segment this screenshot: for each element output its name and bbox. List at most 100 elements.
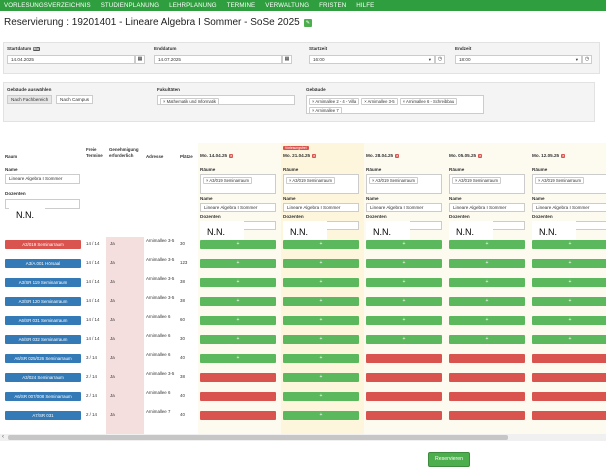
unavailable-slot[interactable] (449, 354, 525, 363)
selected-room-tag[interactable]: × A3/019 Seminarraum (369, 177, 418, 184)
selected-tag[interactable]: × Arnimallee 6 - Schreibbau (399, 98, 458, 105)
startdatum-input[interactable]: 14.04.2025 (7, 55, 135, 64)
unavailable-slot[interactable] (449, 392, 525, 401)
selected-tag[interactable]: × Mathematik und Informatik (160, 98, 219, 105)
room-button[interactable]: A3/SR 119 Seminarraum (5, 278, 81, 287)
available-slot[interactable]: + (200, 316, 276, 325)
available-slot[interactable]: + (283, 316, 359, 325)
available-slot[interactable]: + (283, 354, 359, 363)
available-slot[interactable]: + (200, 278, 276, 287)
available-slot[interactable]: + (532, 240, 606, 249)
selected-tag[interactable]: × Arnimallee 7 (309, 107, 342, 114)
available-slot[interactable]: + (200, 335, 276, 344)
available-slot[interactable]: + (449, 335, 525, 344)
available-slot[interactable]: + (200, 259, 276, 268)
unavailable-slot[interactable] (200, 392, 276, 401)
toggle-nach-campus[interactable]: Nach Campus (56, 95, 94, 104)
horizontal-scrollbar[interactable]: ‹ (0, 434, 606, 441)
scroll-left-icon[interactable]: ‹ (2, 434, 4, 440)
nav-item[interactable]: FRISTEN (319, 2, 347, 9)
available-slot[interactable]: + (283, 392, 359, 401)
room-button[interactable]: A6/SR 032 Seminarraum (5, 335, 81, 344)
room-button[interactable]: A3/A.001 Hörsaal (5, 259, 81, 268)
remove-date-icon[interactable]: × (229, 153, 234, 158)
selected-tag[interactable]: × Arnimallee 3-5 (361, 98, 398, 105)
available-slot[interactable]: + (532, 335, 606, 344)
remove-date-icon[interactable]: × (561, 153, 566, 158)
name-input[interactable]: Lineare Algebra I Sommer (532, 203, 606, 212)
raeume-select[interactable]: × A3/019 Seminarraum (283, 174, 359, 194)
remove-date-icon[interactable]: × (395, 153, 400, 158)
available-slot[interactable]: + (283, 278, 359, 287)
endzeit-select[interactable]: 18:00 ▾ (455, 55, 582, 64)
edit-badge[interactable]: ✎ (303, 18, 312, 27)
nav-item[interactable]: VERWALTUNG (265, 2, 310, 9)
room-button[interactable]: A6/SR 007/008 Seminarraum (5, 392, 81, 401)
scrollbar-thumb[interactable] (8, 435, 508, 440)
room-button[interactable]: A7/SR 031 (5, 411, 81, 420)
nav-item[interactable]: VORLESUNGSVERZEICHNIS (4, 2, 91, 9)
available-slot[interactable]: + (366, 335, 442, 344)
unavailable-slot[interactable] (449, 373, 525, 382)
available-slot[interactable]: + (366, 297, 442, 306)
remove-date-icon[interactable]: × (312, 153, 317, 158)
selected-room-tag[interactable]: × A3/019 Seminarraum (535, 177, 584, 184)
available-slot[interactable]: + (366, 240, 442, 249)
name-input[interactable]: Lineare Algebra I Sommer (449, 203, 525, 212)
selected-room-tag[interactable]: × A3/019 Seminarraum (452, 177, 501, 184)
clock-icon[interactable]: ◷ (435, 55, 445, 64)
available-slot[interactable]: + (200, 240, 276, 249)
unavailable-slot[interactable] (366, 411, 442, 420)
reservieren-button[interactable]: Reservieren (428, 452, 470, 467)
fakultaeten-select[interactable]: × Mathematik und Informatik (157, 95, 295, 105)
nav-item[interactable]: LEHRPLANUNG (169, 2, 217, 9)
available-slot[interactable]: + (283, 411, 359, 420)
available-slot[interactable]: + (200, 297, 276, 306)
available-slot[interactable]: + (366, 278, 442, 287)
name-input[interactable]: Lineare Algebra I Sommer (366, 203, 442, 212)
available-slot[interactable]: + (449, 240, 525, 249)
available-slot[interactable]: + (449, 278, 525, 287)
room-button[interactable]: A3/019 Seminarraum (5, 240, 81, 249)
selected-room-tag[interactable]: × A3/019 Seminarraum (203, 177, 252, 184)
nav-item[interactable]: STUDIENPLANUNG (100, 2, 160, 9)
remove-date-icon[interactable]: × (478, 153, 483, 158)
calendar-icon[interactable]: ▦ (135, 55, 145, 64)
unavailable-slot[interactable] (532, 373, 606, 382)
selected-room-tag[interactable]: × A3/019 Seminarraum (286, 177, 335, 184)
unavailable-slot[interactable] (532, 392, 606, 401)
available-slot[interactable]: + (449, 316, 525, 325)
enddatum-input[interactable]: 14.07.2025 (154, 55, 282, 64)
unavailable-slot[interactable] (449, 411, 525, 420)
unavailable-slot[interactable] (366, 373, 442, 382)
clock-icon[interactable]: ◷ (582, 55, 592, 64)
raeume-select[interactable]: × A3/019 Seminarraum (532, 174, 606, 194)
room-button[interactable]: A6/SR 025/026 Seminarraum (5, 354, 81, 363)
unavailable-slot[interactable] (366, 354, 442, 363)
room-button[interactable]: A3/024 Seminarraum (5, 373, 81, 382)
unavailable-slot[interactable] (200, 373, 276, 382)
available-slot[interactable]: + (532, 297, 606, 306)
name-input[interactable]: Lineare Algebra I Sommer (283, 203, 359, 212)
raeume-select[interactable]: × A3/019 Seminarraum (366, 174, 442, 194)
unavailable-slot[interactable] (532, 354, 606, 363)
raeume-select[interactable]: × A3/019 Seminarraum (200, 174, 276, 194)
selected-tag[interactable]: × Arnimallee 2 - 4 - Villa (309, 98, 360, 105)
unavailable-slot[interactable] (200, 411, 276, 420)
available-slot[interactable]: + (283, 240, 359, 249)
available-slot[interactable]: + (532, 316, 606, 325)
toggle-nach-fachbereich[interactable]: Nach Fachbereich (7, 95, 53, 104)
available-slot[interactable]: + (283, 373, 359, 382)
unavailable-slot[interactable] (366, 392, 442, 401)
startzeit-select[interactable]: 16:00 ▾ (309, 55, 435, 64)
unavailable-slot[interactable] (532, 411, 606, 420)
available-slot[interactable]: + (532, 259, 606, 268)
nav-item[interactable]: HILFE (356, 2, 375, 9)
gebaeude-select[interactable]: × Arnimallee 2 - 4 - Villa × Arnimallee 3… (306, 95, 484, 114)
available-slot[interactable]: + (283, 259, 359, 268)
name-select[interactable]: Lineare Algebra I Sommer (5, 174, 80, 184)
room-button[interactable]: A6/SR 031 Seminarraum (5, 316, 81, 325)
available-slot[interactable]: + (366, 316, 442, 325)
available-slot[interactable]: + (449, 297, 525, 306)
available-slot[interactable]: + (532, 278, 606, 287)
